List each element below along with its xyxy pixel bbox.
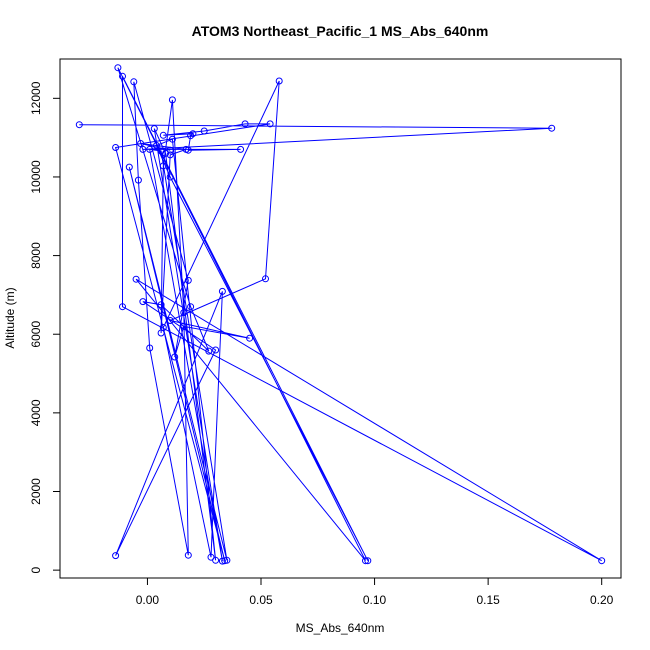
data-point: [130, 78, 138, 86]
data-point: [184, 276, 192, 284]
chart-title: ATOM3 Northeast_Pacific_1 MS_Abs_640nm: [192, 23, 489, 39]
data-point: [212, 346, 220, 354]
x-tick-label: 0.20: [590, 593, 614, 607]
data-point: [125, 163, 133, 171]
data-point: [241, 120, 249, 128]
data-point: [218, 557, 226, 565]
x-tick-label: 0.00: [136, 593, 160, 607]
x-axis: 0.00 0.05 0.10 0.15 0.20: [136, 578, 614, 607]
data-point: [171, 353, 179, 361]
data-point: [112, 144, 120, 151]
data-point: [159, 162, 167, 170]
data-point: [157, 329, 165, 337]
plot-frame: [59, 58, 622, 579]
data-point: [166, 317, 174, 324]
data-point: [184, 551, 192, 559]
data-point: [119, 72, 126, 80]
data-point: [237, 145, 245, 153]
data-point: [180, 322, 188, 330]
data-point: [146, 344, 154, 352]
data-point: [362, 557, 369, 565]
data-point: [205, 347, 213, 355]
data-point: [266, 120, 274, 128]
data-point: [246, 334, 254, 342]
data-point: [114, 64, 122, 72]
data-point: [182, 145, 190, 153]
x-axis-label: MS_Abs_640nm: [296, 621, 385, 635]
data-point: [200, 127, 208, 135]
data-point: [180, 309, 188, 317]
data-point: [207, 553, 215, 561]
data-point: [189, 130, 197, 138]
y-tick-label: 4000: [29, 399, 43, 426]
data-point: [166, 151, 174, 159]
data-point: [134, 176, 142, 184]
data-point: [132, 275, 140, 283]
data-point: [218, 287, 226, 295]
data-point: [262, 275, 269, 283]
data-point: [166, 173, 174, 181]
data-point: [112, 552, 120, 560]
y-tick-label: 10000: [29, 160, 43, 194]
series-line: [79, 67, 602, 562]
data-point: [162, 149, 170, 157]
data-point: [157, 301, 165, 309]
y-tick-label: 6000: [29, 321, 43, 348]
data-point: [146, 145, 154, 153]
data-point: [139, 298, 147, 306]
data-point: [187, 303, 195, 311]
data-point: [137, 140, 145, 147]
y-tick-label: 12000: [29, 81, 43, 115]
data-point: [139, 145, 147, 153]
y-axis-label: Altitude (m): [3, 287, 17, 348]
data-point: [119, 303, 126, 311]
data-point: [364, 557, 372, 565]
y-tick-label: 2000: [29, 478, 43, 505]
x-tick-label: 0.15: [476, 593, 500, 607]
y-tick-label: 0: [29, 566, 43, 573]
data-point: [223, 556, 231, 564]
data-point: [75, 121, 83, 129]
data-point: [187, 132, 195, 140]
x-tick-label: 0.05: [249, 593, 273, 607]
data-point: [159, 131, 167, 139]
data-point: [598, 557, 606, 565]
data-point: [168, 135, 176, 143]
data-point: [548, 124, 556, 132]
data-point: [153, 142, 160, 149]
data-point: [275, 77, 283, 85]
data-point: [150, 125, 158, 133]
x-tick-label: 0.10: [363, 593, 387, 607]
data-point: [166, 146, 174, 154]
y-tick-label: 8000: [29, 242, 43, 269]
y-axis: 0 2000 4000 6000 8000 10000 12000: [29, 81, 60, 573]
data-point: [168, 96, 176, 104]
data-points: [75, 64, 606, 565]
